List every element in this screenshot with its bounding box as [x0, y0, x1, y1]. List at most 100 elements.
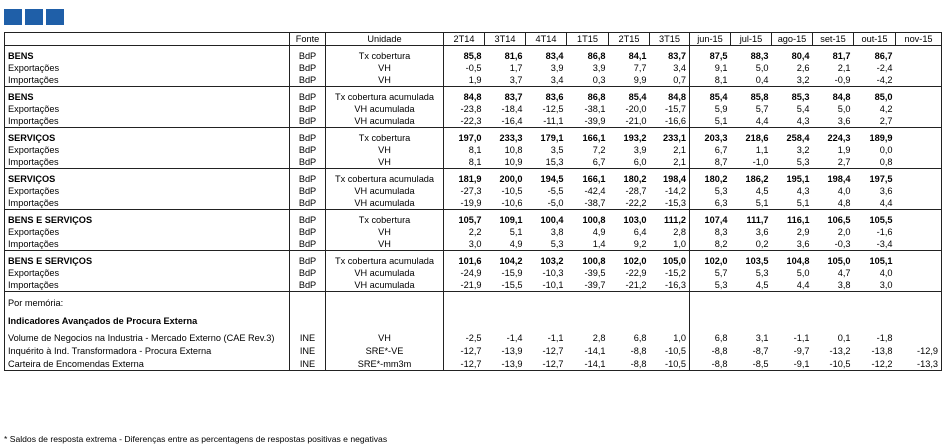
row-value: 5,1: [730, 197, 772, 210]
row-label: SERVIÇOS: [4, 168, 290, 185]
row-value: 105,5: [853, 209, 896, 226]
header-period: jun-15: [689, 32, 731, 46]
logo-block: [4, 9, 22, 25]
empty-cell: [525, 291, 567, 309]
empty-cell: [854, 309, 896, 331]
row-value: 1,4: [566, 238, 609, 251]
table-row: Carteira de Encomendas Externa INE SRE*-mm…: [4, 357, 942, 371]
row-value: 1,9: [837, 145, 851, 155]
row-value: -21,2: [608, 279, 650, 292]
row-value: 1,0: [649, 238, 690, 251]
row-value: 189,9: [853, 127, 896, 144]
row-source: BdP: [289, 74, 326, 87]
row-value: 103,0: [608, 209, 650, 226]
row-value: 85,3: [771, 86, 813, 103]
row-value: -38,7: [566, 197, 609, 210]
row-value: 186,2: [730, 168, 772, 185]
row-label: Importações: [4, 74, 290, 87]
row-value: -2,5: [443, 331, 485, 344]
row-value: 6,3: [689, 197, 731, 210]
row-source: BdP: [289, 45, 326, 62]
row-value: 4,2: [879, 104, 893, 114]
header-empty: [4, 32, 290, 46]
table-row: Exportações BdP VH -0,5 1,7 3,9 3,9 7,7 3,4 9,1 5,…: [4, 62, 942, 74]
row-value: 106,5: [812, 209, 854, 226]
row-value: 8,2: [689, 238, 731, 251]
row-value: 116,1: [771, 209, 813, 226]
row-unit: SRE*-mm3m: [325, 357, 444, 371]
memo-label-label: Por memória:: [4, 291, 290, 309]
row-unit: Tx cobertura: [325, 45, 444, 62]
table-row: BENS E SERVIÇOS BdP Tx cobertura 105,7 109,1…: [4, 209, 942, 226]
row-value: 0,0: [879, 145, 893, 155]
row-value: 166,1: [566, 168, 609, 185]
row-label: Exportações: [4, 62, 290, 74]
empty-cell: [289, 291, 326, 309]
row-value: 198,4: [812, 168, 854, 185]
row-value: 2,8: [592, 332, 606, 343]
row-value: -16,6: [649, 115, 690, 128]
header-row: Fonte Unidade 2T14 3T14 4T14 1T15 2T15 3T15 ju…: [4, 32, 942, 46]
row-value: -1,6: [876, 227, 893, 237]
row-value: 3,0: [853, 279, 896, 292]
row-unit: Tx cobertura acumulada: [325, 168, 444, 185]
row-value: 8,1: [689, 74, 731, 87]
row-value: [895, 86, 942, 103]
header-period: set-15: [812, 32, 854, 46]
row-value: 233,1: [649, 127, 690, 144]
row-value: 100,8: [566, 209, 609, 226]
empty-cell: [566, 291, 609, 309]
header-unidade: Unidade: [325, 32, 444, 46]
row-value: 4,9: [592, 227, 606, 237]
row-value: 3,6: [771, 238, 813, 251]
row-unit: VH acumulada: [325, 185, 444, 197]
row-value: 0,8: [853, 156, 896, 169]
row-value: 194,5: [525, 168, 567, 185]
row-value: -5,0: [525, 197, 567, 210]
row-value: 4,9: [484, 238, 526, 251]
row-value: 4,0: [837, 186, 851, 196]
row-value: 258,4: [771, 127, 813, 144]
row-value: -8,8: [608, 357, 650, 371]
row-source: BdP: [289, 238, 326, 251]
row-value: 2,0: [837, 227, 851, 237]
header-period: out-15: [853, 32, 896, 46]
row-value: 197,0: [443, 127, 485, 144]
row-value: -12,7: [525, 357, 567, 371]
row-value: 10,9: [484, 156, 526, 169]
row-value: -10,5: [665, 345, 686, 356]
empty-cell: [608, 291, 650, 309]
row-value: -39,5: [584, 268, 606, 278]
row-value: -0,9: [812, 74, 854, 87]
table-row: BENS E SERVIÇOS BdP Tx cobertura acumulada…: [4, 250, 942, 267]
row-value: -4,2: [853, 74, 896, 87]
row-value: 6,8: [689, 331, 731, 344]
row-value: 9,2: [608, 238, 650, 251]
row-source: BdP: [289, 103, 326, 115]
row-value: 84,8: [649, 86, 690, 103]
memo-title: Indicadores Avançados de Procura Externa: [4, 309, 942, 331]
row-value: -14,2: [665, 186, 686, 196]
row-value: -15,7: [665, 104, 686, 114]
table-row: SERVIÇOS BdP Tx cobertura acumulada 181,9 20…: [4, 168, 942, 185]
memo-title-label: Indicadores Avançados de Procura Externa: [4, 309, 290, 331]
empty-cell: [689, 291, 731, 309]
row-value: 4,5: [755, 186, 769, 196]
row-value: 2,1: [649, 156, 690, 169]
row-value: 7,2: [592, 145, 606, 155]
row-value: -16,3: [649, 279, 690, 292]
row-value: -10,3: [542, 268, 564, 278]
header-period: 1T15: [566, 32, 609, 46]
row-value: 5,3: [689, 185, 731, 197]
logo-block: [25, 9, 43, 25]
row-value: 3,4: [525, 74, 567, 87]
row-value: 2,6: [796, 63, 810, 73]
row-value: 3,2: [796, 145, 810, 155]
row-source: BdP: [289, 144, 326, 156]
row-value: -0,5: [443, 62, 485, 74]
row-value: 4,3: [771, 115, 813, 128]
table-row: BENS BdP Tx cobertura acumulada 84,8 83,7 83,…: [4, 86, 942, 103]
row-source: BdP: [289, 62, 326, 74]
row-value: -3,4: [853, 238, 896, 251]
row-value: -14,1: [584, 345, 606, 356]
